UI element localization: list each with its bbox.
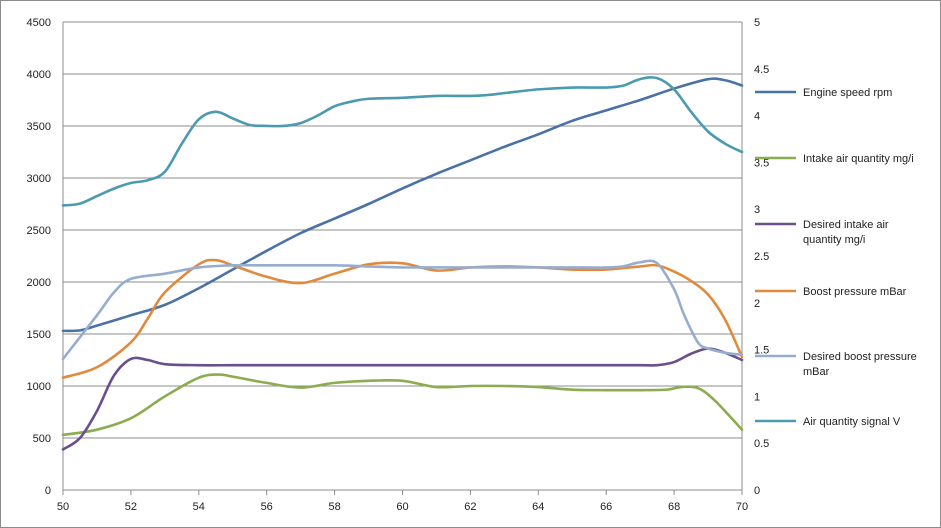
x-tick-label: 62 — [464, 501, 476, 513]
legend-label: Air quantity signal V — [803, 416, 901, 428]
legend: Engine speed rpm Intake air quantity mg/i… — [755, 87, 917, 428]
right-y-tick-label: 1.5 — [754, 345, 769, 357]
x-tick-label: 56 — [261, 501, 273, 513]
left-y-tick-label: 2500 — [27, 225, 51, 237]
series-line-4 — [61, 258, 744, 379]
left-y-tick-label: 0 — [45, 485, 51, 497]
legend-label: Desired boost pressure mBar — [803, 351, 917, 378]
legend-label: Intake air quantity mg/i — [803, 153, 914, 165]
right-y-tick-label: 5 — [754, 17, 760, 29]
right-y-tick-label: 2 — [754, 298, 760, 310]
series-line-6 — [61, 76, 744, 207]
x-tick-label: 58 — [328, 501, 340, 513]
left-y-tick-label: 500 — [33, 433, 51, 445]
legend-label: Boost pressure mBar — [803, 286, 907, 298]
left-y-tick-label: 1000 — [27, 381, 51, 393]
x-tick-label: 64 — [532, 501, 544, 513]
right-y-tick-label: 0 — [754, 485, 760, 497]
x-tick-label: 66 — [600, 501, 612, 513]
right-y-tick-label: 3.5 — [754, 157, 769, 169]
left-y-tick-label: 4000 — [27, 69, 51, 81]
x-tick-label: 54 — [193, 501, 205, 513]
left-y-tick-label: 4500 — [27, 17, 51, 29]
right-y-tick-label: 3 — [754, 204, 760, 216]
x-tick-label: 70 — [736, 501, 748, 513]
left-y-tick-label: 3500 — [27, 121, 51, 133]
gridlines — [62, 21, 743, 491]
series-lines — [61, 76, 744, 451]
x-tick-label: 60 — [396, 501, 408, 513]
x-tick-label: 50 — [57, 501, 69, 513]
left-y-axis-ticks: 0 500 1000 1500 2000 2500 3000 3500 4000 4500 — [27, 17, 51, 497]
x-axis-ticks: 50 52 54 56 58 60 62 64 66 68 70 — [57, 490, 748, 513]
left-y-tick-label: 2000 — [27, 277, 51, 289]
right-y-tick-label: 1 — [754, 391, 760, 403]
legend-label: Desired intake air quantity mg/i — [803, 219, 889, 246]
left-y-tick-label: 3000 — [27, 173, 51, 185]
right-y-tick-label: 0.5 — [754, 438, 769, 450]
series-line-2 — [61, 373, 744, 437]
x-tick-label: 52 — [125, 501, 137, 513]
right-y-tick-label: 4 — [754, 111, 760, 123]
left-y-tick-label: 1500 — [27, 329, 51, 341]
legend-label: Engine speed rpm — [803, 87, 892, 99]
series-line-3 — [61, 347, 744, 451]
right-y-axis-ticks: 0 0.5 1 1.5 2 2.5 3 3.5 4 4.5 5 — [754, 17, 769, 497]
right-y-tick-label: 2.5 — [754, 251, 769, 263]
right-y-tick-label: 4.5 — [754, 64, 769, 76]
series-line-5 — [61, 259, 744, 361]
x-tick-label: 68 — [668, 501, 680, 513]
